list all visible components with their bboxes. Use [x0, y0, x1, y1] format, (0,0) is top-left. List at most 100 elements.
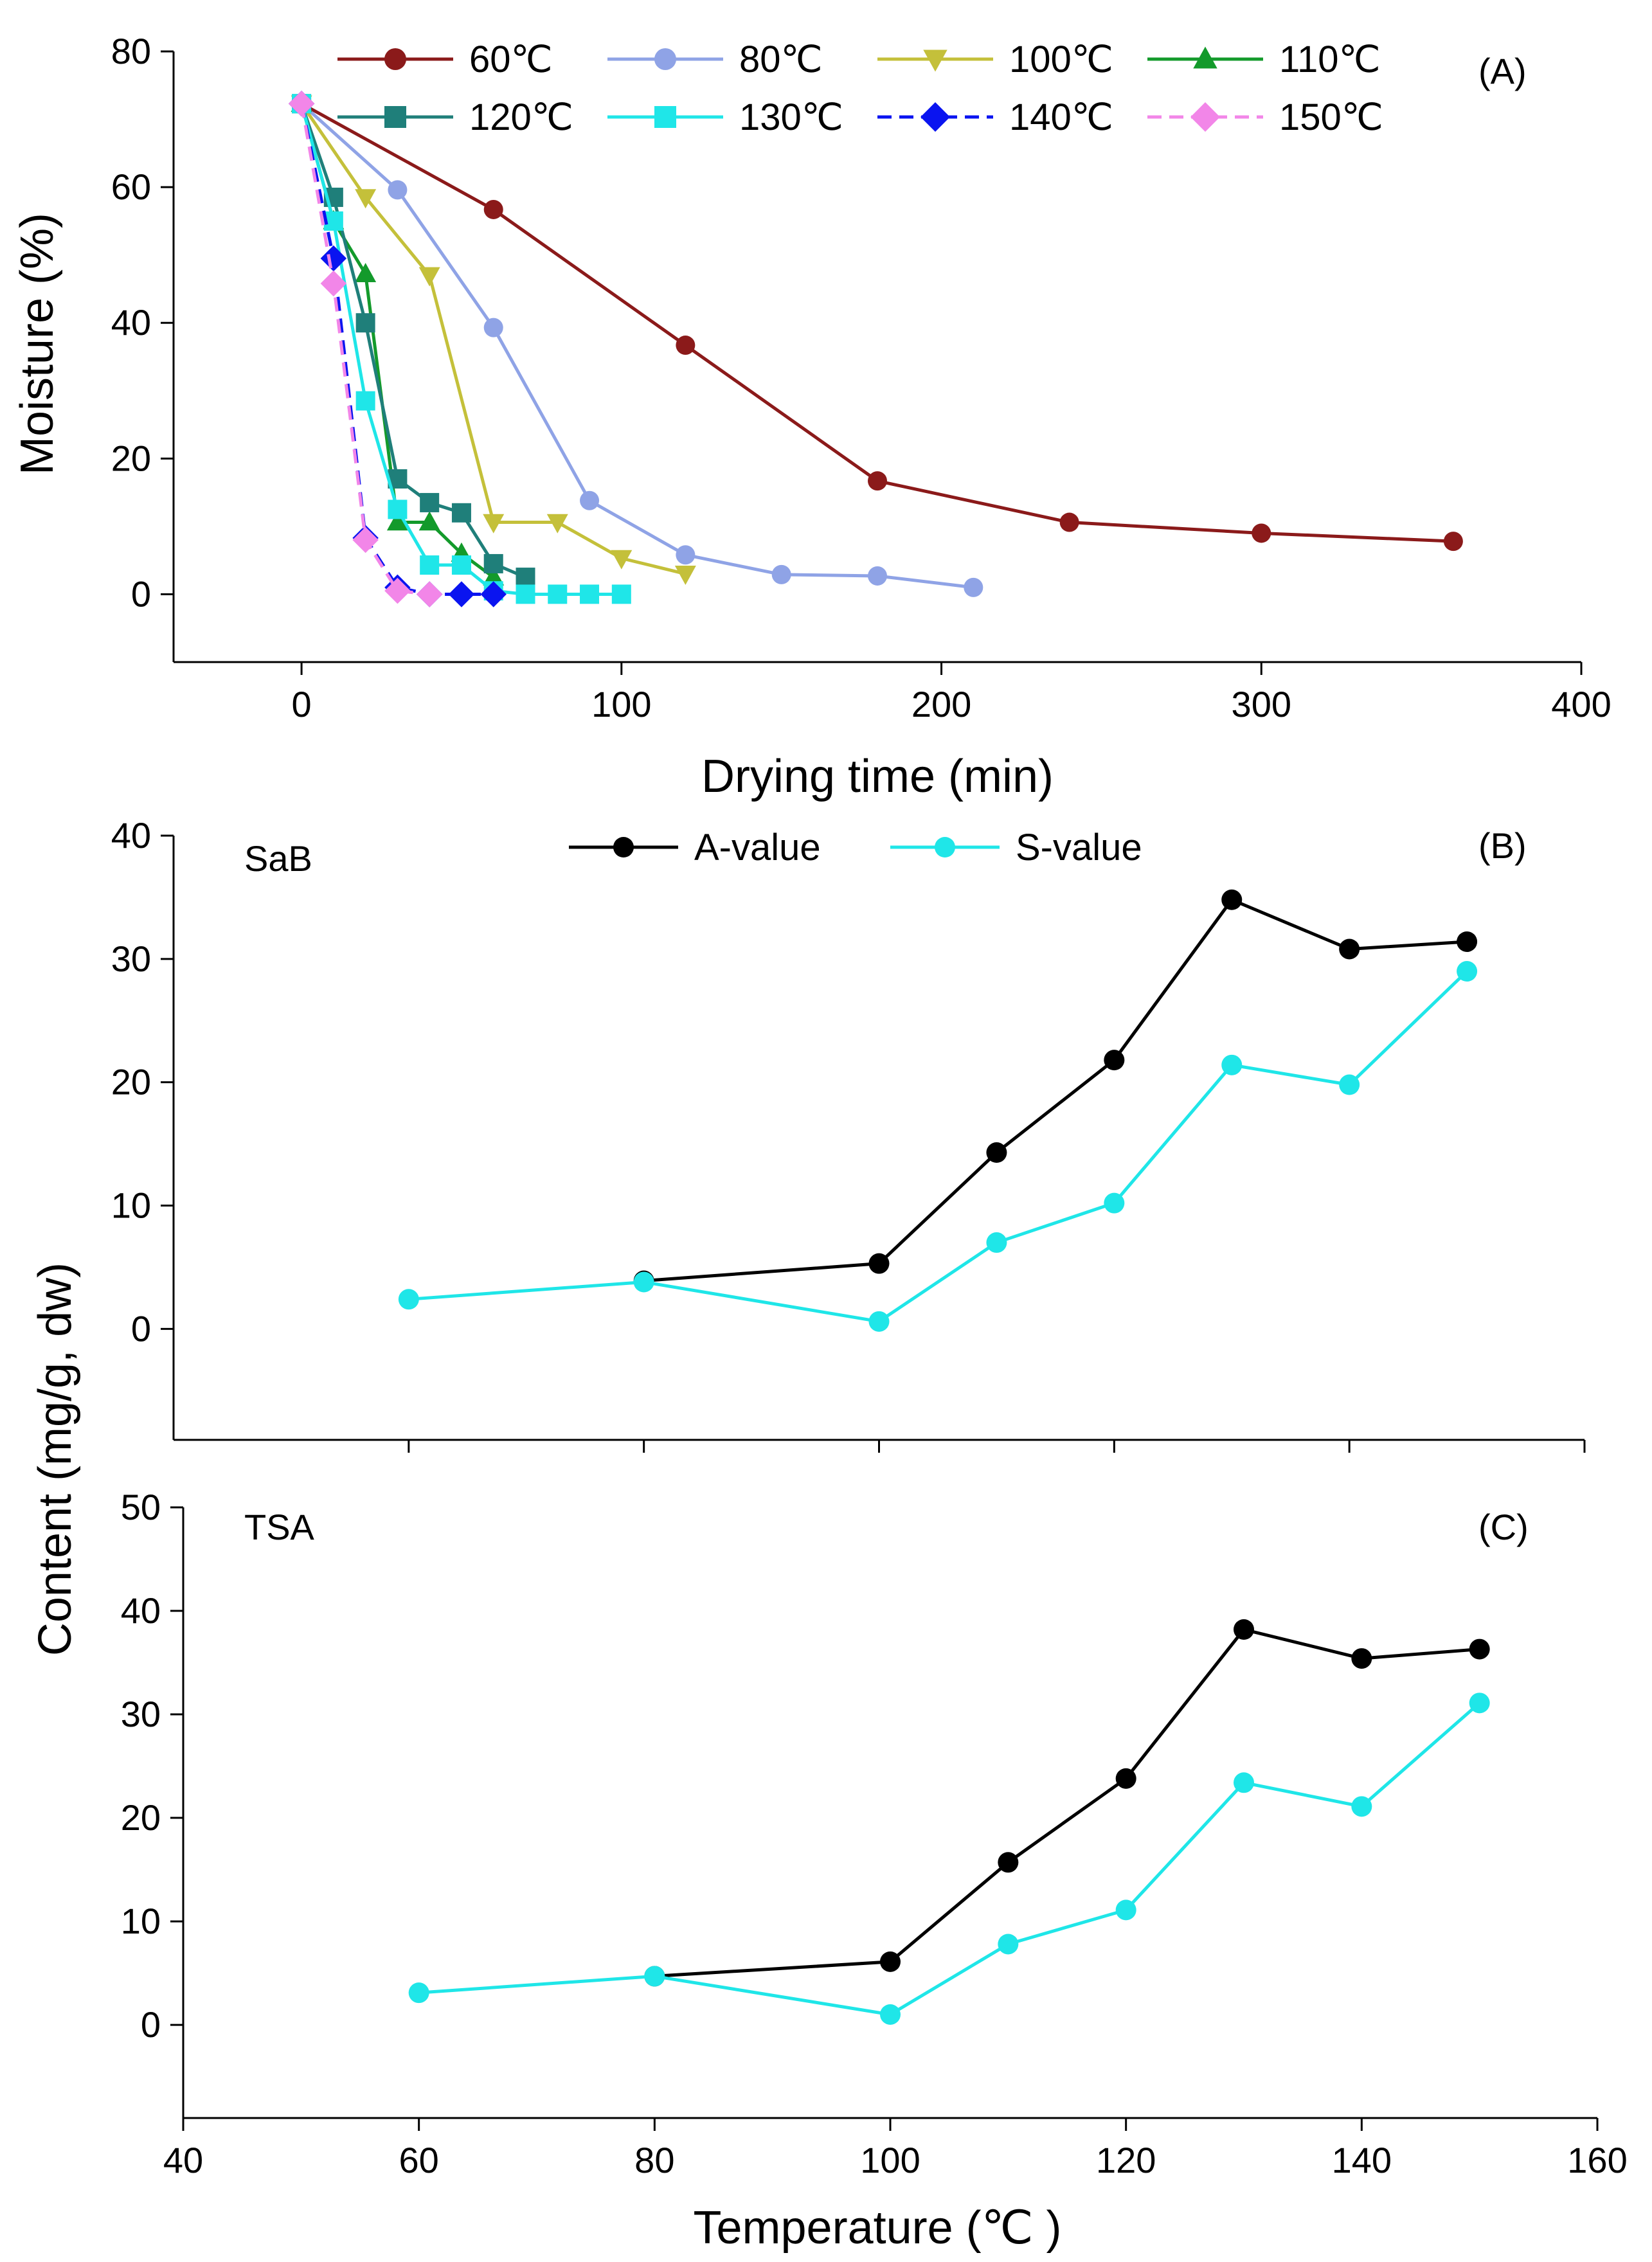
panel-a-ylabel: Moisture (%) — [12, 213, 63, 475]
data-point — [480, 581, 507, 607]
legend-marker — [613, 837, 634, 857]
data-point — [1115, 1768, 1136, 1789]
data-point — [483, 199, 503, 219]
x-tick-label: 100 — [860, 2140, 920, 2180]
y-tick-label: 40 — [111, 302, 151, 343]
series-line — [300, 102, 974, 589]
data-point — [398, 1289, 419, 1310]
x-tick-label: 300 — [1232, 684, 1291, 724]
data-point — [451, 503, 471, 523]
y-tick-label: 20 — [121, 1797, 161, 1838]
data-point — [548, 584, 568, 604]
data-point — [355, 189, 377, 209]
legend-marker — [654, 106, 676, 128]
data-point — [1351, 1796, 1372, 1817]
x-tick-label: 0 — [292, 684, 312, 724]
data-point — [644, 1966, 665, 1987]
data-point — [986, 1142, 1007, 1163]
panel-b-legend: A-value S-value — [569, 827, 1142, 868]
data-point — [1234, 1772, 1254, 1793]
data-point — [633, 1271, 654, 1293]
data-point — [388, 180, 408, 200]
panel-b-label: (B) — [1478, 825, 1527, 866]
data-point — [516, 584, 535, 604]
x-tick-label: 100 — [591, 684, 651, 724]
legend-label: S-value — [1016, 827, 1142, 868]
data-point — [320, 245, 347, 272]
data-point — [451, 555, 471, 575]
data-point — [384, 577, 411, 604]
panel-a-xlabel: Drying time (min) — [701, 751, 1054, 802]
data-point — [1221, 1054, 1243, 1075]
panel-c-annotation: TSA — [244, 1507, 315, 1547]
x-tick-label: 400 — [1551, 684, 1611, 724]
x-tick-label: 200 — [911, 684, 971, 724]
data-point — [868, 471, 887, 491]
data-point — [1104, 1050, 1125, 1071]
data-point — [674, 566, 696, 586]
legend-marker — [384, 48, 406, 70]
legend-marker — [923, 49, 947, 72]
panel-c-xlabel: Temperature (℃ ) — [693, 2202, 1061, 2254]
data-point — [880, 2004, 901, 2025]
data-point — [416, 581, 443, 607]
panel-a-legend: 60℃ 80℃ 100℃ 110℃ 120℃ 130℃ 140℃ 150℃ — [337, 39, 1383, 138]
data-point — [1469, 1692, 1490, 1714]
data-point — [546, 514, 568, 534]
legend-marker — [1193, 46, 1217, 69]
data-point — [352, 526, 379, 553]
data-point — [388, 499, 408, 519]
data-point — [964, 577, 983, 597]
data-point — [880, 1951, 901, 1972]
data-point — [418, 267, 440, 287]
y-tick-label: 30 — [121, 1694, 161, 1734]
legend-label: 100℃ — [1009, 39, 1113, 80]
legend-label: 60℃ — [469, 39, 553, 80]
legend-label: A-value — [694, 827, 821, 868]
data-point — [676, 545, 696, 565]
data-point — [1221, 889, 1243, 910]
y-tick-label: 10 — [111, 1185, 151, 1226]
y-tick-label: 50 — [121, 1487, 161, 1527]
y-tick-label: 40 — [121, 1590, 161, 1631]
data-point — [320, 270, 347, 297]
data-point — [418, 511, 440, 531]
legend-label: 110℃ — [1279, 39, 1381, 80]
data-point — [868, 1311, 890, 1332]
data-point — [1059, 512, 1079, 532]
data-point — [1457, 931, 1478, 952]
shared-ylabel: Content (mg/g, dw) — [30, 1262, 81, 1656]
data-point — [1115, 1899, 1136, 1921]
data-point — [1234, 1619, 1254, 1640]
legend-marker — [1190, 102, 1220, 132]
x-tick-label: 140 — [1332, 2140, 1392, 2180]
data-point — [1252, 523, 1271, 543]
data-point — [483, 318, 503, 337]
data-point — [420, 492, 440, 512]
data-point — [1104, 1192, 1125, 1214]
legend-marker — [935, 837, 955, 857]
data-point — [483, 514, 505, 534]
data-point — [483, 566, 505, 586]
data-point — [1457, 961, 1478, 982]
data-point — [580, 490, 600, 510]
legend-label: 80℃ — [739, 39, 823, 80]
y-tick-label: 10 — [121, 1901, 161, 1941]
data-point — [355, 391, 375, 411]
data-point — [355, 313, 375, 333]
data-point — [516, 568, 535, 588]
panel-c-label: (C) — [1478, 1507, 1529, 1547]
data-point — [611, 550, 633, 570]
y-tick-label: 0 — [131, 573, 151, 614]
y-tick-label: 30 — [111, 938, 151, 979]
data-point — [611, 584, 631, 604]
data-point — [998, 1934, 1019, 1955]
x-tick-label: 160 — [1567, 2140, 1627, 2180]
data-point — [386, 511, 408, 531]
x-tick-label: 120 — [1096, 2140, 1156, 2180]
panel-b: SaB (B) 0 10 20 30 40 A-value S-value — [111, 815, 1586, 1453]
panel-c: TSA (C) Temperature (℃ ) 0 10 20 30 40 50 40 60… — [121, 1487, 1628, 2254]
y-tick-label: 40 — [111, 815, 151, 856]
